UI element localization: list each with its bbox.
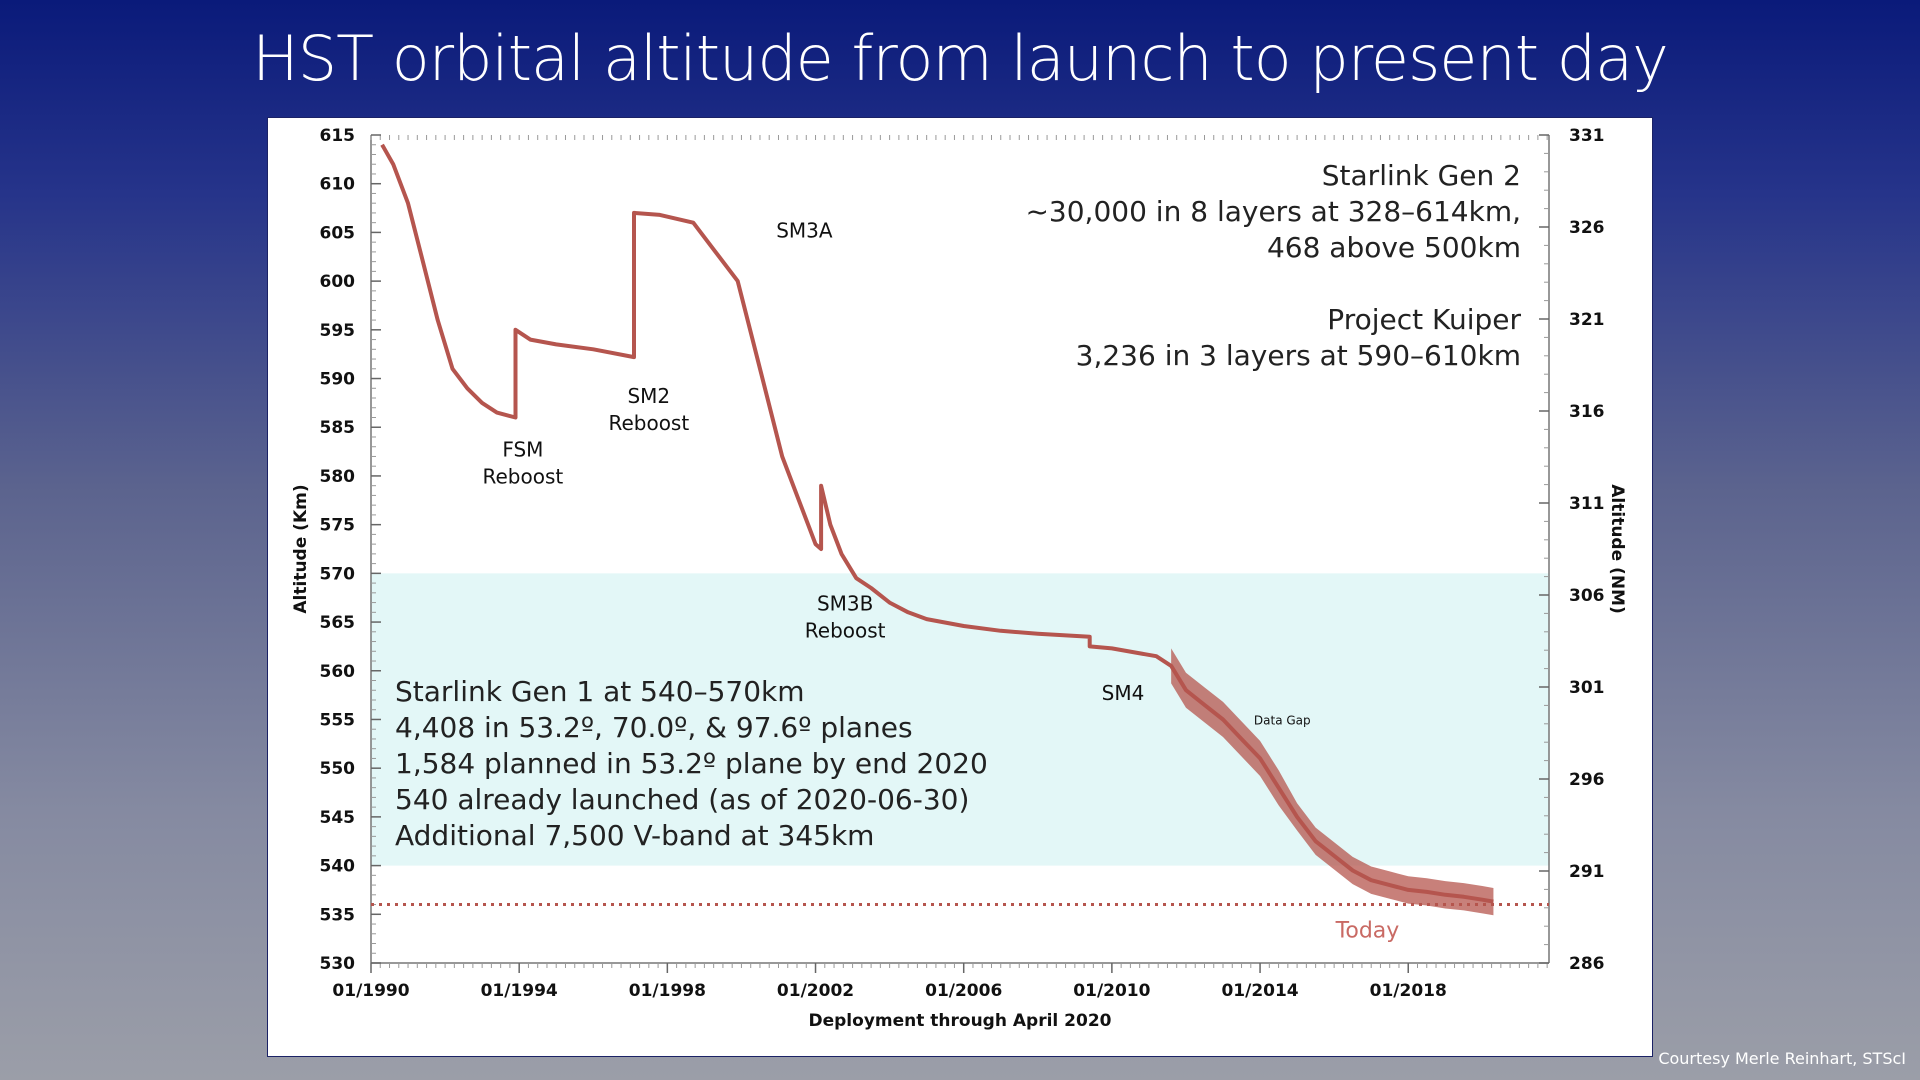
- y2-tick-label: 296: [1569, 770, 1605, 790]
- annotation-sm3b-reboost: SM3B Reboost: [805, 591, 886, 642]
- y2-axis-label: Altitude (NM): [1607, 484, 1627, 613]
- minor-ticks: [370, 134, 1549, 968]
- y2-tick-label: 331: [1569, 126, 1605, 146]
- x-tick-label: 01/1998: [629, 981, 706, 1001]
- annotation-line: FSM: [502, 437, 543, 461]
- annotation-sm4: SM4: [1102, 681, 1145, 705]
- y-tick-label: 560: [320, 662, 356, 682]
- y2-tick-label: 321: [1569, 310, 1605, 330]
- y2-tick-label: 311: [1569, 494, 1605, 514]
- today-label: Today: [1335, 919, 1400, 944]
- gen2-text-line: 3,236 in 3 layers at 590–610km: [1076, 339, 1521, 372]
- annotation-data-gap: Data Gap: [1254, 713, 1311, 727]
- x-tick-label: 01/1990: [332, 981, 409, 1001]
- x-tick-label: 01/2018: [1370, 981, 1447, 1001]
- gen1-text-line: 4,408 in 53.2º, 70.0º, & 97.6º planes: [395, 711, 913, 744]
- y-tick-label: 615: [320, 126, 356, 146]
- x-axis-label: Deployment through April 2020: [809, 1011, 1112, 1031]
- chart-panel: 01/1990 01/1994 01/1998 01/2002 01/2006 01/20…: [267, 117, 1653, 1057]
- y-tick-label: 535: [320, 905, 356, 925]
- x-tick-label: 01/1994: [481, 981, 558, 1001]
- y-tick-label: 555: [320, 710, 356, 730]
- y-tick-label: 595: [320, 321, 356, 341]
- hst-oscillation-band: [1171, 648, 1494, 916]
- annotation-line: SM2: [627, 384, 670, 408]
- y2-tick-label: 286: [1569, 954, 1605, 974]
- x-tick-label: 01/2002: [777, 981, 854, 1001]
- y-tick-label: 590: [320, 370, 356, 390]
- starlink-band: [371, 573, 1549, 866]
- y2-tick-label: 291: [1569, 862, 1605, 882]
- slide-title: HST orbital altitude from launch to pres…: [252, 22, 1669, 95]
- annotation-line: Reboost: [608, 411, 689, 435]
- y-tick-label: 540: [320, 857, 356, 877]
- gen1-text-line: Starlink Gen 1 at 540–570km: [395, 675, 805, 708]
- y-tick-label: 570: [320, 564, 356, 584]
- annotation-fsm-reboost: FSM Reboost: [483, 437, 564, 488]
- y-tick-label: 565: [320, 613, 356, 633]
- y-tick-label: 545: [320, 808, 356, 828]
- annotation-sm3a: SM3A: [776, 218, 833, 242]
- x-tick-label: 01/2010: [1073, 981, 1150, 1001]
- y2-tick-label: 326: [1569, 218, 1605, 238]
- gen1-text-line: 1,584 planned in 53.2º plane by end 2020: [395, 747, 988, 780]
- y2-tick-label: 306: [1569, 586, 1605, 606]
- annotation-line: SM3B: [817, 591, 873, 615]
- x-tick-label: 01/2006: [925, 981, 1002, 1001]
- annotation-line: Reboost: [483, 464, 564, 488]
- annotation-line: SM4: [1102, 681, 1145, 705]
- y-tick-label: 550: [320, 759, 356, 779]
- annotation-sm2-reboost: SM2 Reboost: [608, 384, 689, 435]
- y2-tick-label: 301: [1569, 678, 1605, 698]
- gen2-text-line: Starlink Gen 2: [1322, 159, 1521, 192]
- y-tick-label: 610: [320, 175, 356, 195]
- y-tick-label: 585: [320, 418, 356, 438]
- gen2-text-line: 468 above 500km: [1267, 231, 1521, 264]
- gen2-text-line: Project Kuiper: [1327, 303, 1521, 336]
- y-tick-label: 605: [320, 223, 356, 243]
- y2-tick-label: 316: [1569, 402, 1605, 422]
- annotation-line: Reboost: [805, 618, 886, 642]
- x-tick-label: 01/2014: [1221, 981, 1298, 1001]
- y-tick-label: 600: [320, 272, 356, 292]
- y-tick-label: 530: [320, 954, 356, 974]
- credit-text: Courtesy Merle Reinhart, STScI: [1658, 1049, 1906, 1068]
- annotation-line: Data Gap: [1254, 713, 1311, 727]
- y-axis-label: Altitude (Km): [291, 484, 311, 613]
- altitude-chart: 01/1990 01/1994 01/1998 01/2002 01/2006 01/20…: [291, 126, 1627, 1031]
- gen2-text-line: ~30,000 in 8 layers at 328–614km,: [1025, 195, 1521, 228]
- starlink-gen2-text: Starlink Gen 2~30,000 in 8 layers at 328…: [1025, 159, 1521, 372]
- y-tick-label: 575: [320, 516, 356, 536]
- y-tick-label: 580: [320, 467, 356, 487]
- gen1-text-line: 540 already launched (as of 2020-06-30): [395, 783, 969, 816]
- annotation-line: SM3A: [776, 218, 833, 242]
- gen1-text-line: Additional 7,500 V-band at 345km: [395, 819, 874, 852]
